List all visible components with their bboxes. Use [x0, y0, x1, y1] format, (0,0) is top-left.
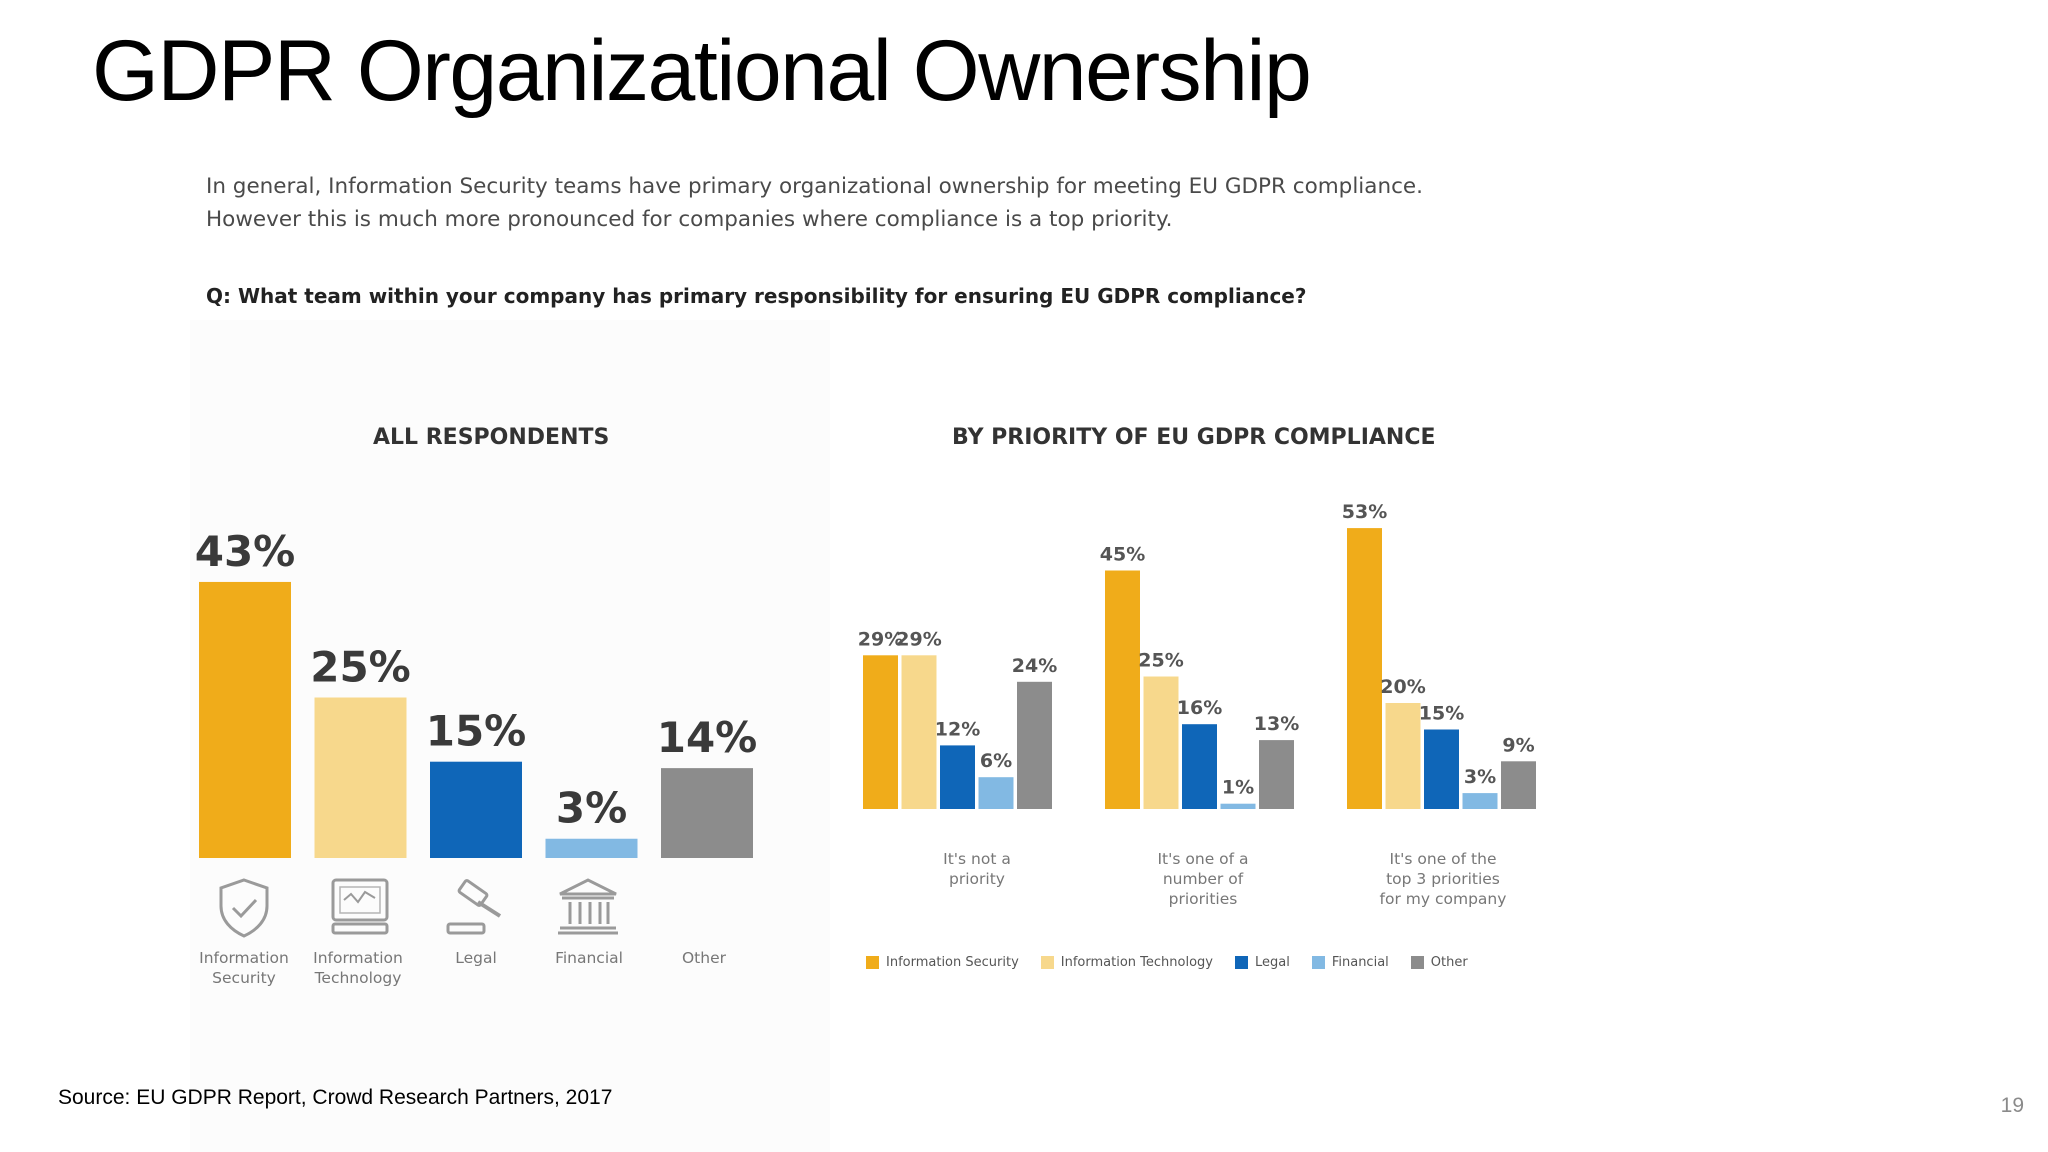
category-label-legal: Legal: [455, 949, 497, 967]
data-label: 9%: [1502, 734, 1534, 756]
chart-by-priority: 29%29% 12%6% 24% 45% 25% 16% 1% 13% 53% 20% 15% 3% 9…: [858, 501, 1536, 809]
data-label: 3%: [1464, 766, 1496, 788]
data-label: 15%: [426, 707, 527, 756]
intro-line-2: However this is much more pronounced for…: [206, 207, 1173, 232]
data-label: 13%: [1254, 713, 1299, 735]
group-label-top-3: It's one of the top 3 priorities for my …: [1379, 850, 1507, 908]
bar-other: [661, 768, 753, 858]
legend-item-legal: Legal: [1235, 955, 1290, 970]
gavel-icon: [446, 879, 502, 935]
data-label: 25%: [1138, 650, 1183, 672]
bar-information-security: [199, 581, 291, 858]
chart-all-respondents: 43% 25% 15% 3% 14%: [195, 527, 758, 858]
legend-swatch: [866, 956, 879, 969]
source-citation: Source: EU GDPR Report, Crowd Research P…: [58, 1086, 613, 1109]
group-label-one-of-number: It's one of a number of priorities: [1157, 850, 1249, 908]
data-label: 29%: [896, 628, 941, 650]
figure-background-panel: [190, 320, 830, 1152]
intro-text: In general, Information Security teams h…: [206, 170, 1606, 236]
bank-building-icon: [558, 878, 618, 935]
category-icons: [219, 878, 618, 938]
slide-title: GDPR Organizational Ownership: [92, 23, 1312, 119]
chart-title-by-priority: BY PRIORITY OF EU GDPR COMPLIANCE: [952, 425, 1436, 450]
data-label: 24%: [1012, 655, 1057, 677]
chart-title-all-respondents: ALL RESPONDENTS: [373, 425, 610, 450]
group-label-not-priority: It's not a priority: [943, 850, 1011, 888]
shield-check-icon: [219, 878, 269, 938]
bar-information-technology-group-1: [1143, 676, 1179, 809]
legend-item-information-security: Information Security: [866, 955, 1019, 970]
category-label-information-security: Information Security: [199, 949, 289, 987]
legend-item-financial: Financial: [1311, 955, 1389, 970]
bar-information-security-group-1: [1105, 570, 1140, 809]
page-number: 19: [2000, 1094, 2024, 1117]
data-label: 12%: [935, 718, 980, 740]
bar-financial-group-1: [1220, 803, 1256, 809]
data-label: 43%: [195, 527, 296, 576]
data-label: 14%: [657, 713, 758, 762]
data-label: 53%: [1342, 501, 1387, 523]
chart-legend: Information Security Information Technol…: [866, 955, 1490, 970]
bar-financial-group-0: [978, 777, 1014, 809]
monitor-icon: [331, 878, 389, 935]
bar-information-technology-group-2: [1385, 703, 1421, 809]
bar-legal: [430, 761, 522, 858]
data-label: 6%: [980, 750, 1012, 772]
bar-legal-group-0: [940, 745, 975, 809]
bar-other-group-1: [1259, 740, 1294, 809]
data-label: 20%: [1380, 676, 1425, 698]
category-label-information-technology: Information Technology: [313, 949, 403, 987]
bar-information-security-group-2: [1347, 528, 1382, 809]
bar-other-group-0: [1017, 681, 1052, 809]
data-label: 25%: [310, 643, 411, 692]
category-label-financial: Financial: [555, 949, 623, 967]
bar-legal-group-1: [1182, 724, 1217, 809]
legend-item-other: Other: [1410, 955, 1468, 970]
data-label: 3%: [556, 784, 627, 833]
bar-financial: [545, 838, 638, 858]
legend-swatch: [1410, 956, 1424, 969]
bar-legal-group-2: [1424, 729, 1459, 809]
data-label: 29%: [858, 628, 903, 650]
bar-information-security-group-0: [863, 655, 898, 809]
data-label: 15%: [1419, 703, 1464, 725]
bar-other-group-2: [1501, 761, 1536, 809]
data-label: 16%: [1177, 697, 1222, 719]
survey-question: Q: What team within your company has pri…: [206, 284, 1307, 308]
bar-information-technology-group-0: [901, 655, 937, 809]
legend-swatch: [1040, 956, 1054, 969]
legend-swatch: [1235, 956, 1248, 969]
bar-information-technology: [314, 697, 407, 858]
data-label: 45%: [1100, 544, 1145, 566]
category-label-other: Other: [681, 949, 726, 967]
legend-swatch: [1311, 956, 1325, 969]
data-label: 1%: [1222, 777, 1254, 799]
bar-financial-group-2: [1462, 793, 1498, 809]
intro-line-1: In general, Information Security teams h…: [206, 174, 1423, 199]
legend-item-information-technology: Information Technology: [1040, 955, 1213, 970]
